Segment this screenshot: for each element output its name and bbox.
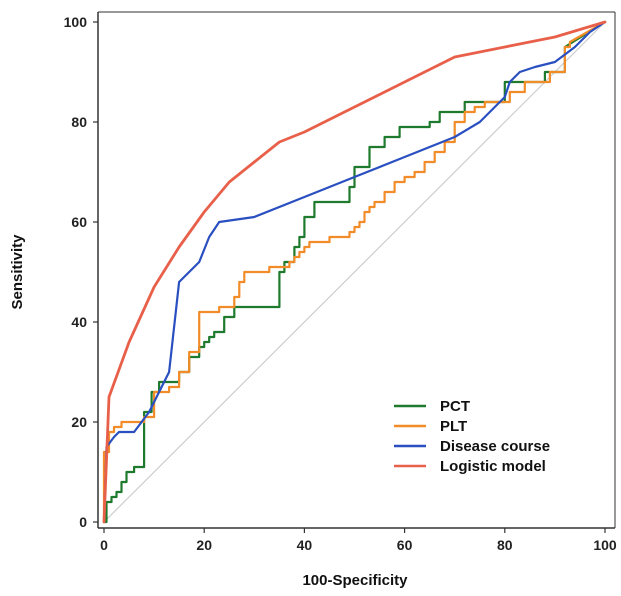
x-tick-label-2: 40 bbox=[297, 537, 313, 553]
legend-label-pct: PCT bbox=[440, 398, 470, 415]
series-line-plt bbox=[102, 20, 607, 524]
series-line-logistic-model bbox=[102, 20, 607, 524]
y-tick-label-4: 80 bbox=[71, 114, 87, 130]
reference-diagonal-line bbox=[103, 21, 606, 523]
reference-diagonal-layer bbox=[103, 21, 606, 523]
y-tick-label-2: 40 bbox=[71, 314, 87, 330]
y-tick-label-0: 0 bbox=[79, 514, 87, 530]
legend: PCT PLT Disease course Logistic model bbox=[394, 398, 550, 475]
legend-label-disease-course: Disease course bbox=[440, 438, 550, 455]
x-tick-label-1: 20 bbox=[196, 537, 212, 553]
y-axis-title: Sensitivity bbox=[9, 234, 26, 310]
series-layer bbox=[102, 20, 607, 524]
x-axis-title: 100-Specificity bbox=[302, 572, 408, 589]
y-tick-label-5: 100 bbox=[64, 14, 88, 30]
y-tick-label-3: 60 bbox=[71, 214, 87, 230]
x-tick-label-3: 60 bbox=[397, 537, 413, 553]
legend-label-plt: PLT bbox=[440, 418, 467, 435]
axes-layer bbox=[97, 11, 616, 529]
tick-layer: 0 20 40 60 80 100 0 20 40 60 80 100 bbox=[64, 14, 617, 553]
series-line-pct bbox=[102, 20, 607, 524]
x-tick-label-4: 80 bbox=[497, 537, 513, 553]
legend-label-logistic-model: Logistic model bbox=[440, 458, 546, 475]
x-tick-label-5: 100 bbox=[593, 537, 617, 553]
y-tick-label-1: 20 bbox=[71, 414, 87, 430]
x-tick-label-0: 0 bbox=[100, 537, 108, 553]
series-line-disease-course bbox=[102, 20, 607, 524]
